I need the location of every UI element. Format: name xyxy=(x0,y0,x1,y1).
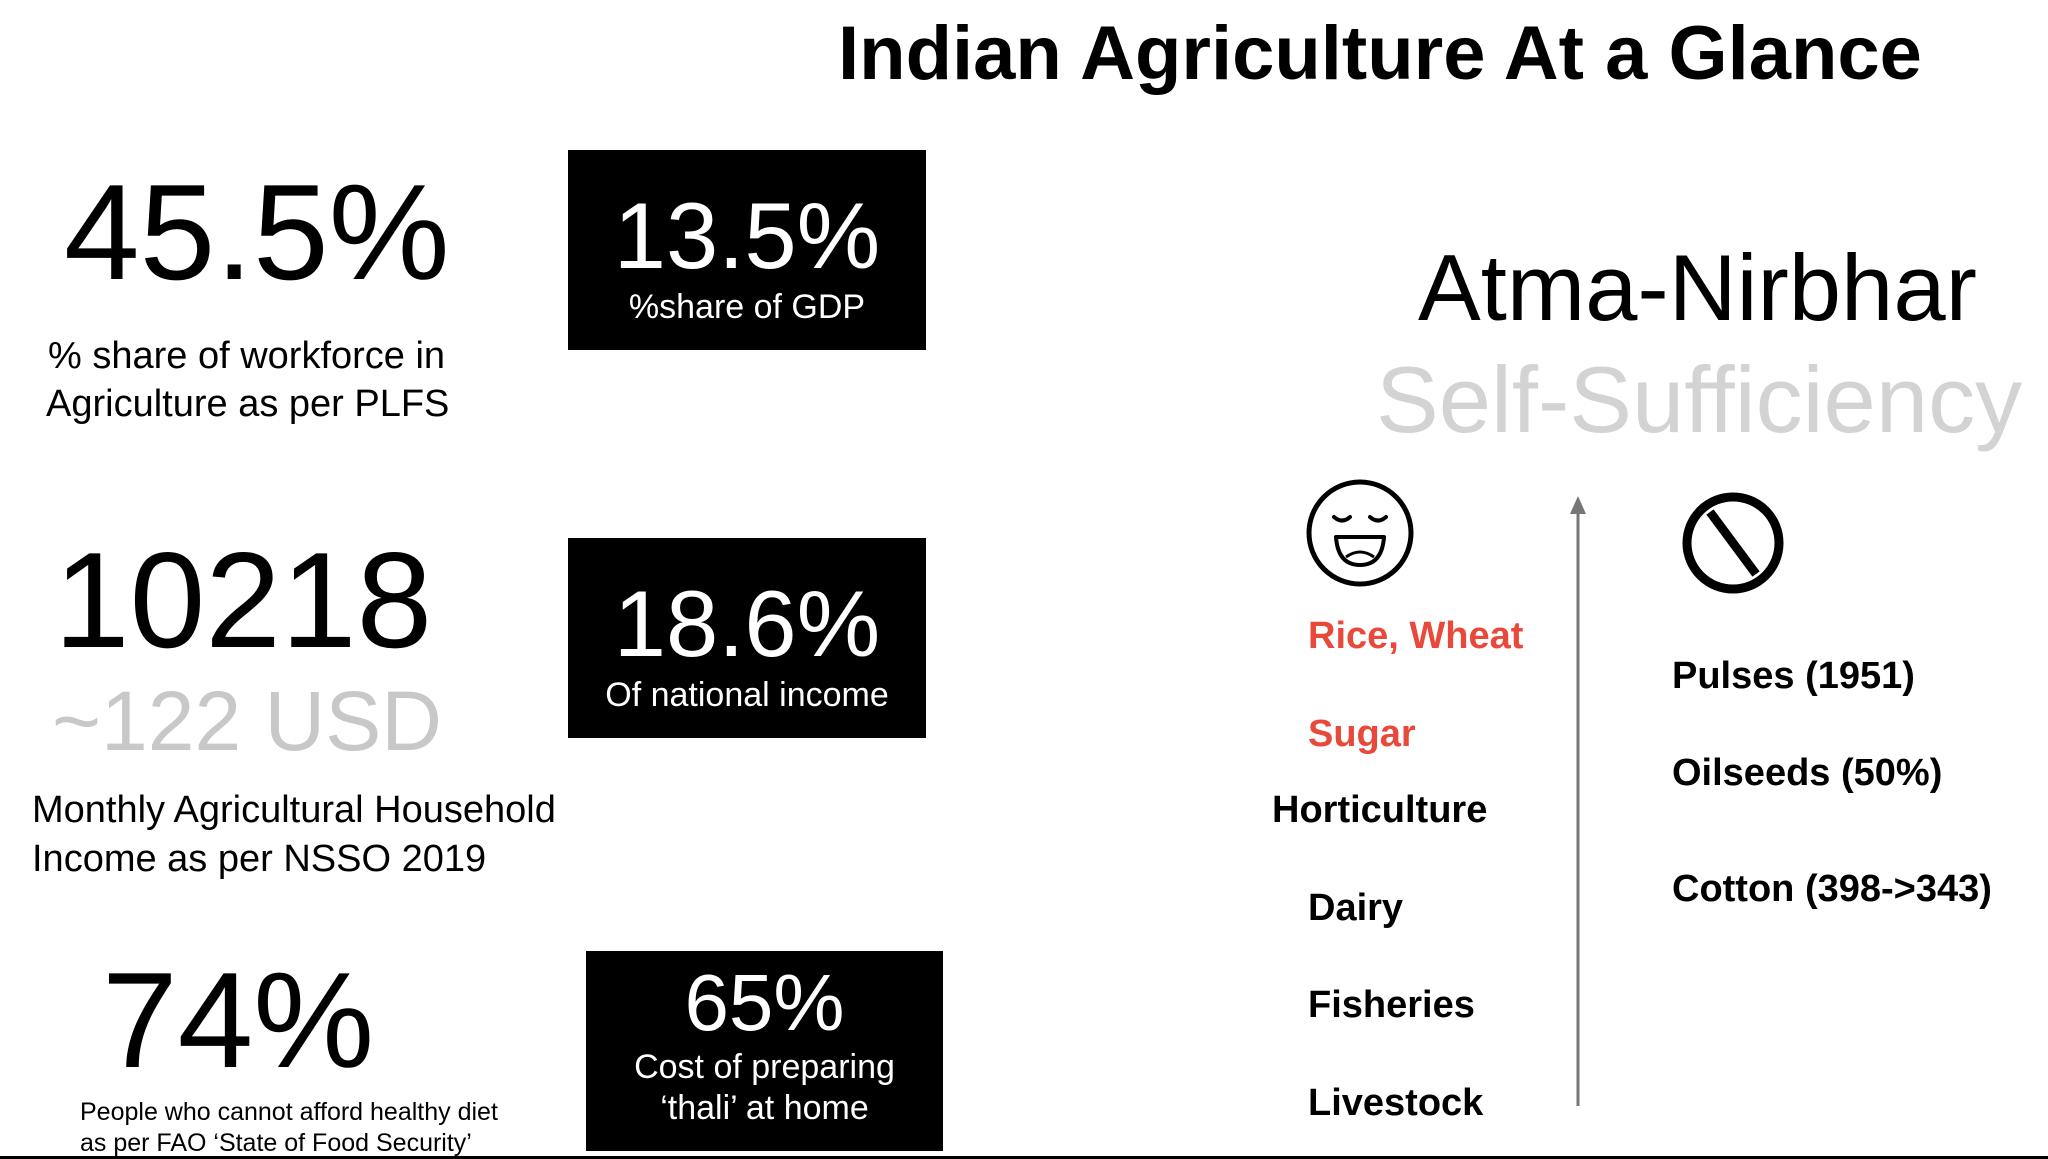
diet-caption-line1: People who cannot afford healthy diet xyxy=(80,1098,498,1126)
prohibited-icon xyxy=(1682,492,1784,594)
sufficient-item-sugar: Sugar xyxy=(1308,713,1416,755)
deficient-item-oilseeds: Oilseeds (50%) xyxy=(1672,752,1943,794)
sufficient-item-rice-wheat: Rice, Wheat xyxy=(1308,615,1524,657)
sufficient-item-horticulture: Horticulture xyxy=(1272,789,1488,831)
national-income-box: 18.6% Of national income xyxy=(568,538,926,738)
smiling-face-icon xyxy=(1306,479,1414,587)
bottom-divider xyxy=(0,1156,2048,1159)
gdp-share-value: 13.5% xyxy=(613,183,881,288)
upward-arrow-icon xyxy=(1570,496,1586,1106)
sufficient-item-dairy: Dairy xyxy=(1308,887,1404,929)
sufficient-item-fisheries: Fisheries xyxy=(1308,984,1475,1026)
deficient-item-pulses: Pulses (1951) xyxy=(1672,655,1915,697)
national-income-value: 18.6% xyxy=(613,571,881,676)
atma-nirbhar-heading: Atma-Nirbhar xyxy=(1418,235,1977,340)
diet-caption-line2: as per FAO ‘State of Food Security’ xyxy=(80,1129,472,1157)
thali-cost-label-line1: Cost of preparing xyxy=(634,1048,895,1086)
thali-cost-box: 65% Cost of preparing ‘thali’ at home xyxy=(586,951,943,1151)
household-income-usd: ~122 USD xyxy=(52,674,442,768)
thali-cost-label-line2: ‘thali’ at home xyxy=(660,1089,869,1127)
page-title: Indian Agriculture At a Glance xyxy=(838,11,1922,96)
sufficient-item-livestock: Livestock xyxy=(1308,1082,1484,1124)
gdp-share-label: %share of GDP xyxy=(628,288,866,326)
income-caption-line1: Monthly Agricultural Household xyxy=(32,789,556,831)
deficient-item-cotton: Cotton (398->343) xyxy=(1672,868,1992,910)
workforce-share-value: 45.5% xyxy=(64,156,450,308)
income-caption-line2: Income as per NSSO 2019 xyxy=(32,838,487,880)
thali-cost-value: 65% xyxy=(684,958,845,1047)
healthy-diet-value: 74% xyxy=(102,944,375,1096)
household-income-value: 10218 xyxy=(54,524,433,676)
workforce-caption-line2: Agriculture as per PLFS xyxy=(46,383,450,425)
workforce-caption-line1: % share of workforce in xyxy=(48,335,446,377)
national-income-label: Of national income xyxy=(605,676,889,714)
gdp-share-box: 13.5% %share of GDP xyxy=(568,150,926,350)
self-sufficiency-subheading: Self-Sufficiency xyxy=(1376,347,2023,452)
